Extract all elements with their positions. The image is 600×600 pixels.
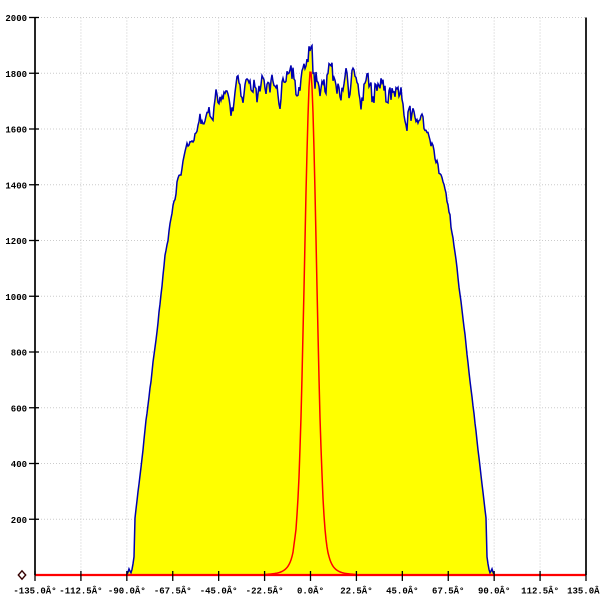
svg-text:-22.5Â°: -22.5Â° bbox=[246, 586, 284, 597]
svg-text:1400: 1400 bbox=[5, 181, 27, 191]
svg-text:67.5Â°: 67.5Â° bbox=[432, 586, 464, 597]
svg-text:-67.5Â°: -67.5Â° bbox=[154, 586, 192, 597]
svg-text:400: 400 bbox=[11, 460, 27, 470]
svg-text:45.0Â°: 45.0Â° bbox=[386, 586, 418, 597]
svg-text:1000: 1000 bbox=[5, 293, 27, 303]
svg-text:1600: 1600 bbox=[5, 126, 27, 136]
svg-text:800: 800 bbox=[11, 349, 27, 359]
svg-text:-90.0Â°: -90.0Â° bbox=[108, 586, 146, 597]
svg-text:-45.0Â°: -45.0Â° bbox=[200, 586, 238, 597]
svg-text:2000: 2000 bbox=[5, 14, 27, 24]
svg-text:112.5Â°: 112.5Â° bbox=[521, 586, 559, 597]
svg-text:22.5Â°: 22.5Â° bbox=[340, 586, 372, 597]
svg-text:600: 600 bbox=[11, 404, 27, 414]
svg-text:135.0Â°: 135.0Â° bbox=[567, 586, 600, 597]
svg-text:200: 200 bbox=[11, 516, 27, 526]
svg-text:1800: 1800 bbox=[5, 70, 27, 80]
svg-text:1200: 1200 bbox=[5, 237, 27, 247]
svg-text:-135.0Â°: -135.0Â° bbox=[13, 586, 56, 597]
svg-text:-112.5Â°: -112.5Â° bbox=[59, 586, 102, 597]
svg-text:90.0Â°: 90.0Â° bbox=[478, 586, 510, 597]
svg-text:0.0Â°: 0.0Â° bbox=[297, 586, 324, 597]
